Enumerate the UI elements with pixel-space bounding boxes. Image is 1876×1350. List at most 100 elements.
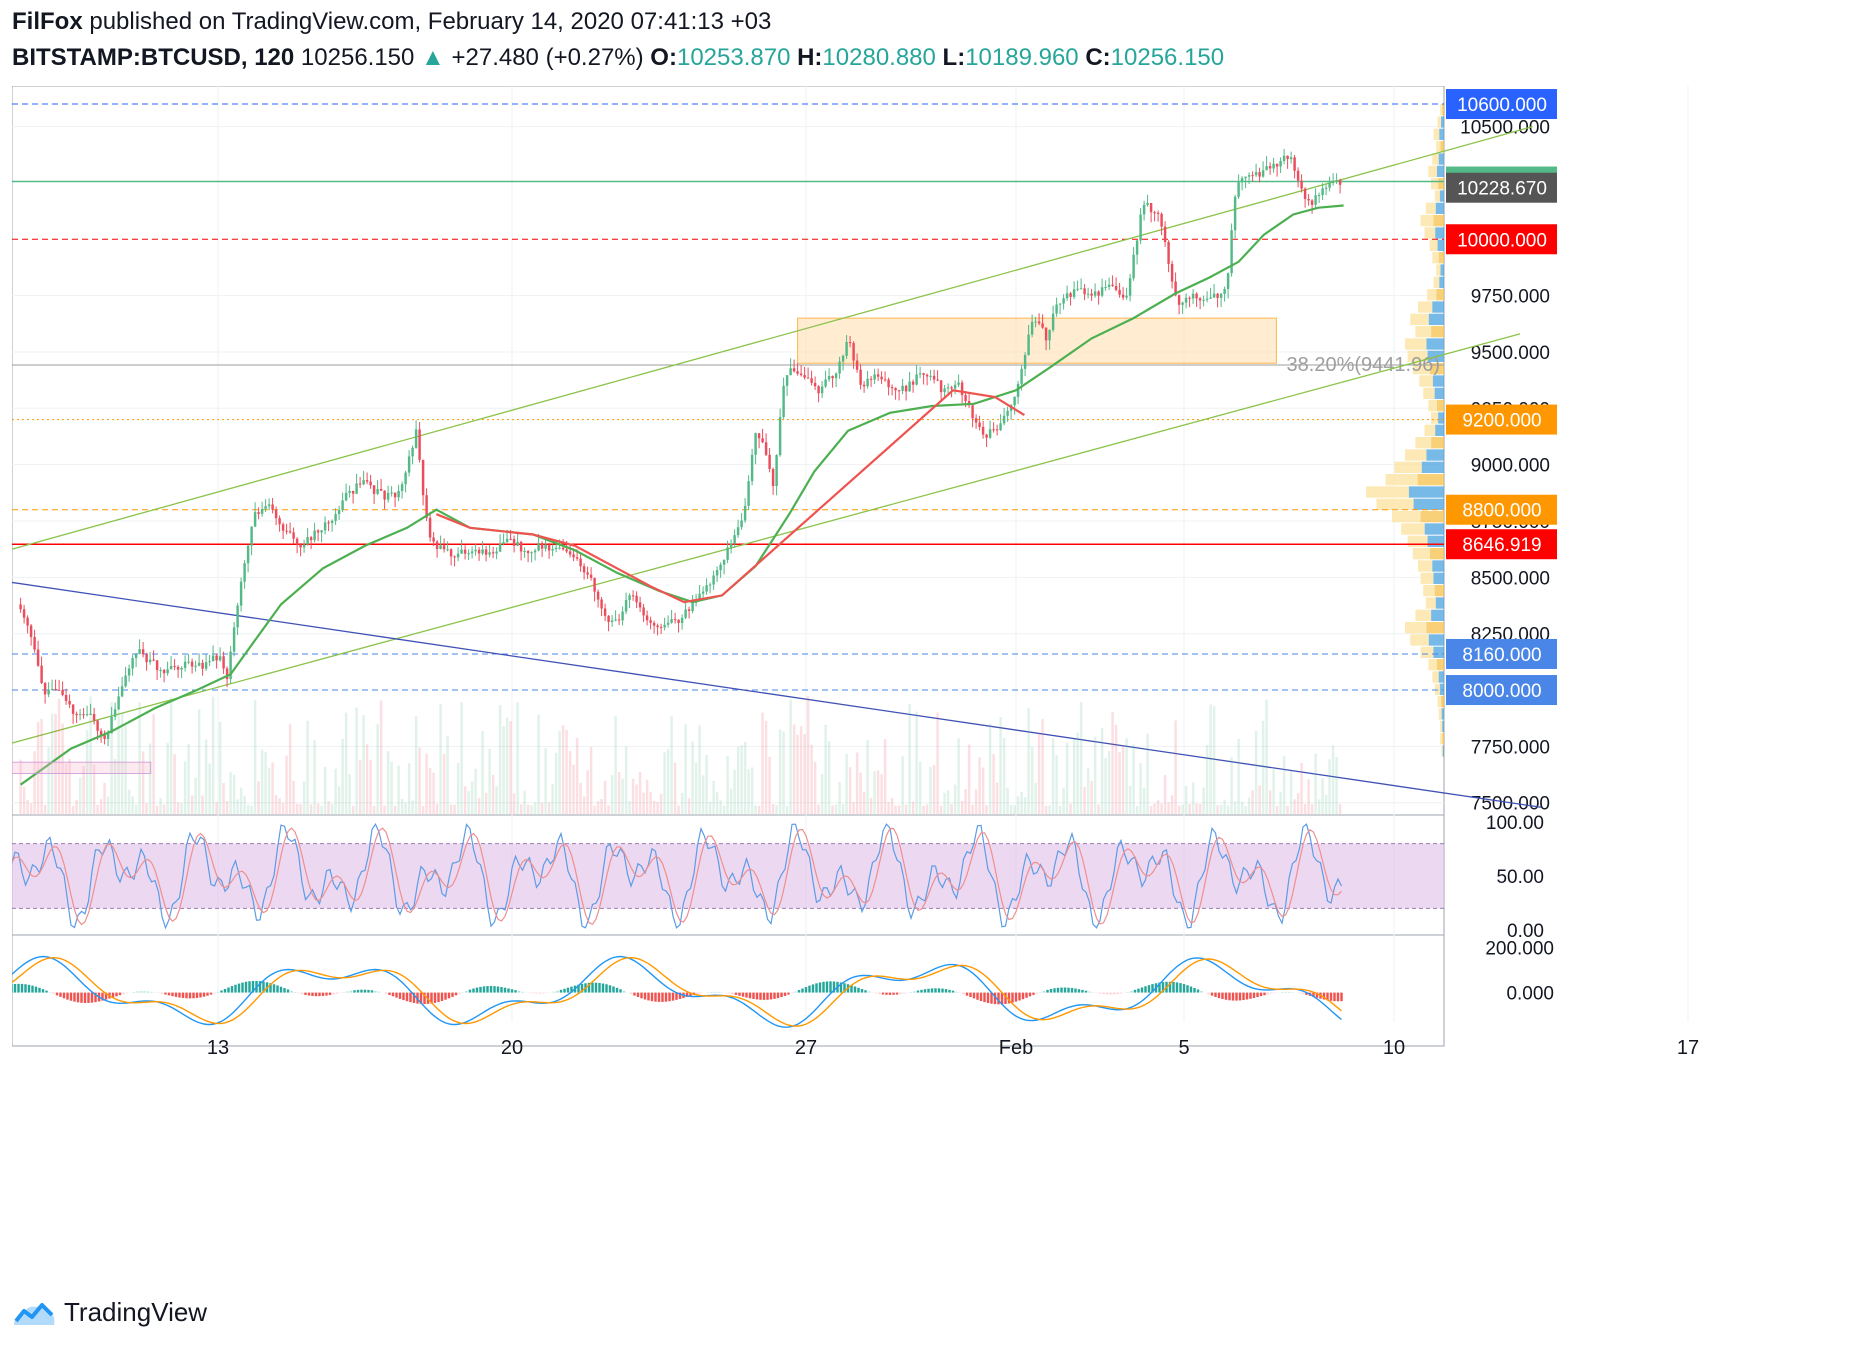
macd-hist-bar — [258, 981, 262, 993]
volume-bar — [1118, 752, 1121, 814]
macd-hist-bar — [262, 981, 265, 993]
macd-hist-bar — [374, 990, 377, 993]
macd-hist-bar — [1126, 991, 1130, 993]
volume-bar — [197, 709, 201, 814]
volume-bar — [166, 742, 169, 814]
volume-bar — [806, 696, 810, 814]
price-label-text: 9200.000 — [1462, 411, 1541, 432]
candle-body — [1055, 304, 1058, 314]
volume-bar — [1160, 803, 1163, 814]
macd-hist-bar — [402, 992, 405, 1001]
volume-bar — [778, 729, 782, 814]
volume-bar — [1216, 805, 1219, 814]
macd-hist-bar — [188, 992, 192, 999]
symbol-label[interactable]: BITSTAMP:BTCUSD, 120 — [12, 44, 295, 71]
candle-body — [866, 378, 869, 387]
candle-body — [386, 492, 390, 500]
fib-level-label: 38.20%(9441.96) — [1287, 354, 1440, 376]
macd-hist-bar — [993, 992, 997, 1005]
volume-bar — [285, 755, 288, 814]
macd-hist-bar — [598, 982, 601, 993]
volume-bar — [715, 792, 719, 814]
candle-body — [1160, 213, 1163, 227]
candle-body — [1300, 180, 1303, 189]
volume-bar — [680, 793, 684, 814]
volume-bar — [845, 753, 848, 814]
candle-body — [124, 675, 127, 687]
volume-bar — [659, 793, 663, 814]
volume-bar — [768, 756, 771, 814]
candle-body — [561, 547, 565, 550]
volume-bar — [1086, 768, 1090, 814]
volume-profile-bar — [1418, 560, 1433, 572]
volume-bar — [1251, 790, 1254, 814]
candle-body — [761, 438, 764, 443]
macd-hist-bar — [608, 985, 612, 993]
candle-body — [337, 509, 341, 515]
macd-hist-bar — [409, 992, 412, 1003]
macd-hist-bar — [444, 992, 447, 1000]
chart-area[interactable]: 13 20 27 Feb 5 10 17 10500.000 9750.000 9500.000 9… — [6, 85, 1868, 1276]
close-value: 10256.150 — [1110, 44, 1225, 71]
macd-hist-bar — [762, 992, 766, 1000]
volume-bar — [474, 768, 477, 814]
volume-bar — [180, 803, 183, 814]
candle-body — [176, 666, 180, 670]
price-chart[interactable]: 13 20 27 Feb 5 10 17 10500.000 9750.000 9500.000 9… — [6, 85, 1868, 1276]
macd-hist-bar — [440, 992, 444, 1001]
macd-hist-bar — [759, 992, 762, 1000]
volume-bar — [628, 801, 631, 814]
highlight-box — [11, 761, 152, 774]
candle-body — [106, 733, 110, 739]
macd-hist-bar — [965, 992, 969, 996]
candle-body — [554, 547, 558, 550]
candle-body — [593, 577, 596, 592]
volume-bar — [684, 724, 687, 814]
volume-bar — [344, 712, 348, 814]
macd-hist-bar — [111, 992, 115, 998]
candle-body — [1037, 321, 1041, 324]
volume-profile-bar — [1435, 424, 1444, 437]
volume-bar — [1247, 797, 1251, 814]
macd-hist-bar — [867, 991, 871, 993]
macd-hist-bar — [661, 992, 664, 1002]
macd-hist-bar — [769, 992, 773, 1000]
high-value: 10280.880 — [822, 44, 936, 71]
candle-body — [183, 661, 187, 668]
candle-body — [257, 512, 260, 514]
volume-bar — [288, 724, 292, 814]
macd-hist-bar — [125, 992, 129, 994]
macd-tick-label: 200.000 — [1485, 938, 1554, 959]
candle-body — [607, 615, 610, 622]
candle-body — [57, 689, 61, 691]
volume-profile-bar — [1438, 153, 1444, 165]
brand-name[interactable]: TradingView — [64, 1296, 208, 1327]
volume-profile-bar — [1392, 511, 1421, 523]
volume-profile-bar — [1437, 116, 1442, 128]
macd-hist-bar — [815, 983, 818, 993]
volume-bar — [841, 804, 845, 814]
volume-bar — [425, 753, 428, 814]
volume-bar — [47, 747, 50, 814]
y-tick-label: 9500.000 — [1471, 343, 1550, 364]
macd-hist-bar — [629, 992, 633, 995]
macd-hist-bar — [276, 985, 279, 993]
volume-profile-bar — [1429, 548, 1444, 560]
volume-bar — [1223, 799, 1226, 814]
macd-hist-bar — [279, 986, 283, 993]
author-name[interactable]: FilFox — [12, 8, 83, 35]
macd-hist-bar — [1028, 992, 1032, 997]
macd-hist-bar — [17, 983, 20, 993]
volume-bar — [1013, 805, 1016, 814]
candle-body — [617, 619, 621, 621]
candle-body — [799, 373, 803, 376]
candle-body — [449, 549, 453, 557]
volume-profile-bar — [1433, 276, 1440, 289]
volume-bar — [1006, 787, 1009, 814]
volume-profile-bar — [1420, 511, 1444, 523]
candle-body — [747, 481, 750, 506]
candle-body — [547, 544, 551, 551]
macd-tick-label: 0.000 — [1506, 984, 1554, 1005]
macd-hist-bar — [391, 992, 395, 997]
candle-body — [1051, 313, 1055, 331]
